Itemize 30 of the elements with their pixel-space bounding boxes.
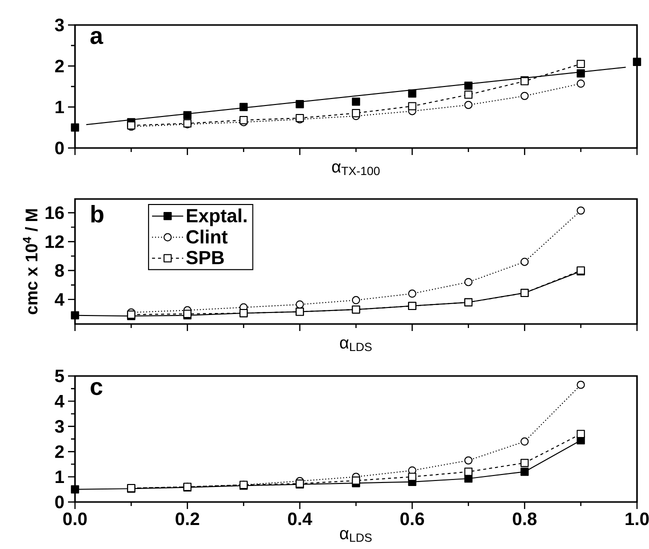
y-tick-label: 0 [55,496,64,508]
y-tick-label: 16 [46,206,64,220]
y-tick-label: 0 [55,142,64,154]
y-tick-label: 1 [56,470,64,483]
y-tick-label: 8 [55,264,64,277]
x-tick-label: 0.4 [288,512,312,526]
annotation: a [90,30,104,44]
x-tick-label: 0.8 [512,512,537,526]
y-tick-label: 12 [46,235,64,248]
x-axis-title: α$_{TX-100}$ [332,163,380,176]
y-tick-label: 4 [54,293,64,306]
legend-label: Clint [186,230,228,244]
y-tick-label: 2 [55,445,64,458]
y-tick-label: 1 [56,100,64,114]
x-tick-label: 0.0 [63,512,87,526]
x-axis-title: α$_{LDS}$ [340,530,372,542]
x-tick-label: 1.0 [626,512,649,526]
annotation: b [91,205,104,223]
y-tick-label: 3 [54,18,64,32]
x-tick-label: 0.2 [176,512,200,526]
annotation: c [90,382,102,396]
y-tick-label: 5 [55,370,64,382]
x-axis-title: α$_{LDS}$ [340,339,372,352]
legend-label: Exptal. [186,208,246,226]
legend-label: SPB [186,250,224,264]
y-tick-label: 4 [54,395,64,408]
y-tick-label: 3 [54,420,64,433]
y-tick-label: 2 [55,60,64,72]
x-tick-label: 0.6 [400,512,424,526]
y-axis-title: cmc x 10$^{4}$ / M [22,209,38,314]
